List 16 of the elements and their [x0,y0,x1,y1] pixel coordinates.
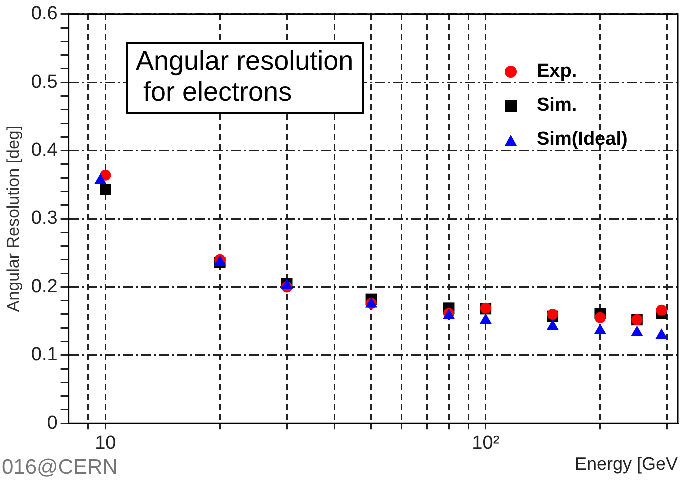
y-tick-label: 0.2 [31,276,58,298]
x-tick-label: 10 [95,433,116,454]
legend-label: Exp. [537,61,578,83]
legend-label: Sim. [537,95,578,117]
x-axis-title: Energy [GeV [574,454,678,474]
y-tick-label: 0.1 [31,344,58,366]
y-tick-label: 0.5 [31,72,58,93]
y-tick-label: 0 [47,412,58,434]
annotation: Angular resolution for electrons [126,42,364,114]
x-tick-label: 10² [472,433,500,454]
y-tick-label: 0.3 [31,208,58,230]
y-tick-label: 0.4 [31,140,58,162]
legend-label: Sim(Ideal) [537,129,628,151]
y-axis-title: Angular Resolution [deg] [4,126,23,312]
text: 016@CERN [2,456,118,480]
y-tick-label: 0.6 [31,4,58,25]
